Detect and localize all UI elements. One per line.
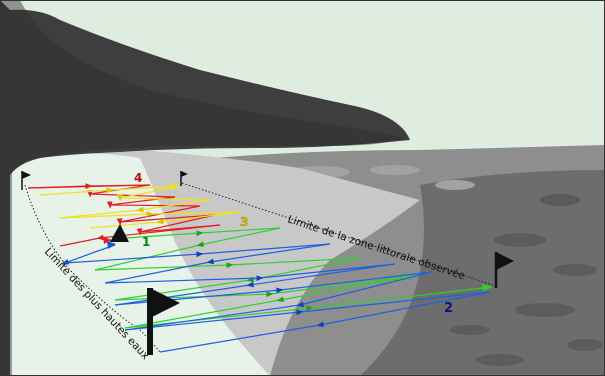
- sea-dark-area: [360, 170, 605, 376]
- green-arrowhead: [482, 284, 493, 291]
- flag-icon: [494, 252, 514, 288]
- label-2: 2: [444, 301, 453, 316]
- yellow-arrowhead: [170, 183, 180, 190]
- high-water-line: [24, 184, 161, 353]
- sea-texture: [450, 194, 603, 366]
- flag-icon: [21, 171, 31, 190]
- cliff: [0, 0, 410, 376]
- red-arrowhead: [103, 237, 112, 244]
- label-4: 4: [134, 171, 142, 185]
- blue-arrowhead: [107, 241, 116, 249]
- path-yellow: [39, 185, 241, 229]
- cliff-shadow: [0, 0, 405, 376]
- upper-strand: [8, 153, 270, 376]
- flag-icon: [147, 288, 180, 355]
- flag-icon: [180, 171, 188, 186]
- observer-triangle-icon: [110, 224, 129, 242]
- label-1: 1: [142, 235, 150, 249]
- label-3: 3: [240, 215, 248, 229]
